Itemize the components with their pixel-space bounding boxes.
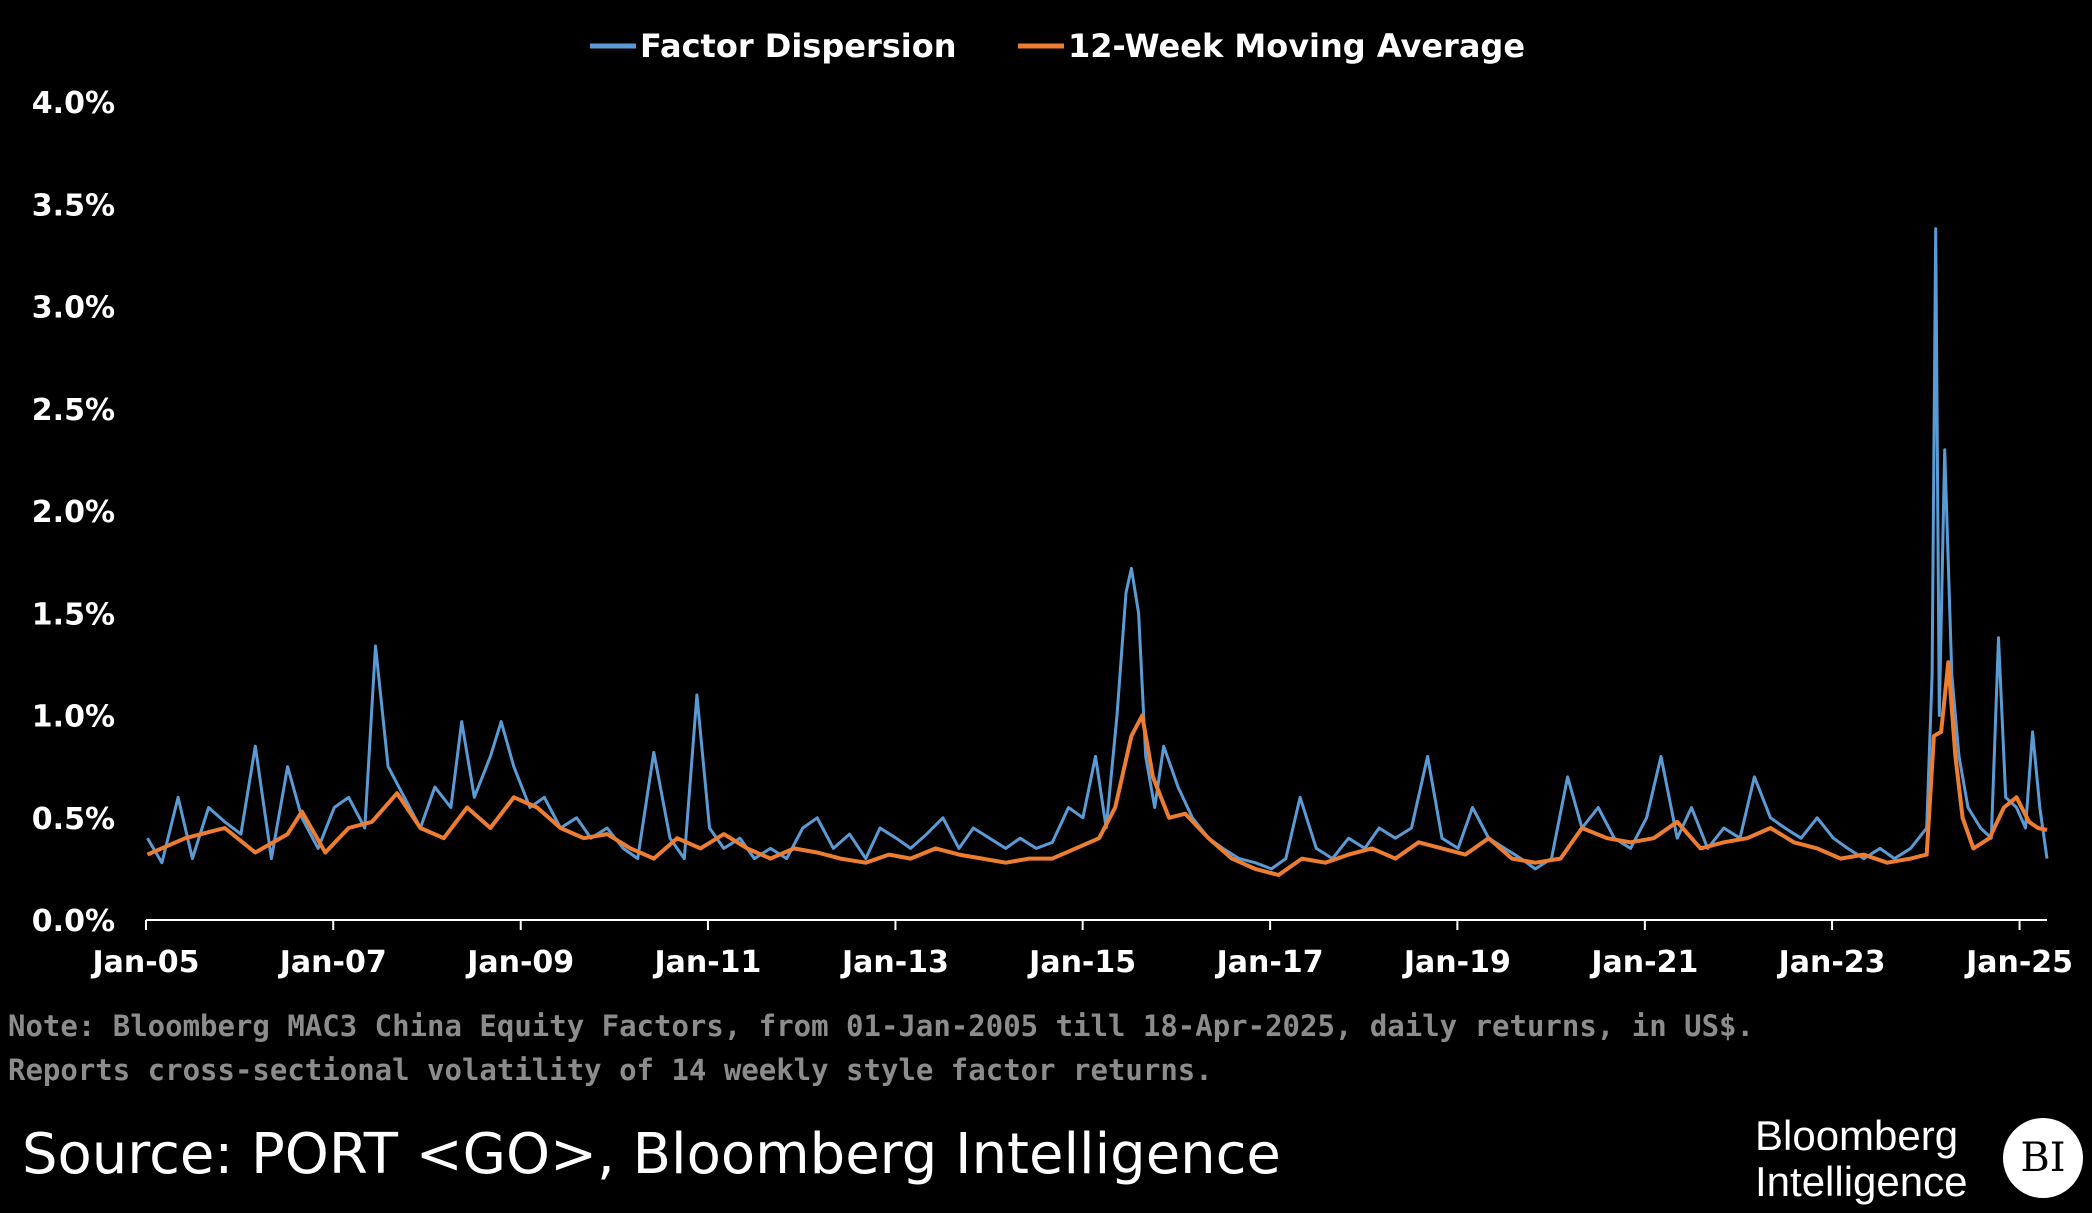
x-axis: Jan-05 Jan-07 Jan-09 Jan-11 Jan-13 Jan-15 Jan-… bbox=[91, 919, 2073, 980]
y-tick-label: 4.0% bbox=[32, 86, 115, 121]
bloomberg-intelligence-logo: Bloomberg Intelligence bbox=[1755, 1113, 1985, 1205]
x-tick-label: Jan-19 bbox=[1402, 945, 1511, 980]
y-tick-label: 2.5% bbox=[32, 393, 115, 428]
logo-line-2: Intelligence bbox=[1755, 1158, 1968, 1205]
x-tick-label: Jan-17 bbox=[1215, 945, 1324, 980]
x-tick-label: Jan-15 bbox=[1027, 945, 1136, 980]
chart-note: Note: Bloomberg MAC3 China Equity Factor… bbox=[8, 1004, 2078, 1092]
y-tick-label: 0.0% bbox=[32, 904, 115, 939]
note-line-1: Note: Bloomberg MAC3 China Equity Factor… bbox=[8, 1009, 1754, 1043]
y-axis: 0.0% 0.5% 1.0% 1.5% 2.0% 2.5% 3.0% 3.5% 4.0% bbox=[32, 86, 115, 939]
legend: Factor Dispersion 12-Week Moving Average bbox=[590, 27, 1525, 65]
x-tick-label: Jan-25 bbox=[1964, 945, 2073, 980]
x-tick-label: Jan-13 bbox=[840, 945, 949, 980]
x-tick-label: Jan-05 bbox=[91, 945, 200, 980]
series-line-factor-dispersion bbox=[146, 227, 2049, 871]
series-layer bbox=[146, 227, 2049, 877]
legend-label-moving-average: 12-Week Moving Average bbox=[1068, 27, 1525, 65]
y-tick-label: 2.0% bbox=[32, 495, 115, 530]
y-tick-label: 3.5% bbox=[32, 188, 115, 223]
x-tick-label: Jan-07 bbox=[278, 945, 387, 980]
note-line-2: Reports cross-sectional volatility of 14… bbox=[8, 1053, 1213, 1087]
series-line-moving-average bbox=[146, 660, 2048, 877]
legend-label-factor-dispersion: Factor Dispersion bbox=[640, 27, 957, 65]
x-tick-label: Jan-11 bbox=[652, 945, 761, 980]
y-tick-label: 1.5% bbox=[32, 597, 115, 632]
y-tick-label: 3.0% bbox=[32, 291, 115, 326]
x-tick-label: Jan-21 bbox=[1589, 945, 1698, 980]
source-text: Source: PORT <GO>, Bloomberg Intelligenc… bbox=[22, 1122, 1281, 1187]
logo-line-1: Bloomberg bbox=[1755, 1112, 1959, 1159]
y-tick-label: 0.5% bbox=[32, 802, 115, 837]
x-tick-label: Jan-23 bbox=[1777, 945, 1886, 980]
bi-badge-icon: BI bbox=[2003, 1118, 2083, 1198]
chart: Factor Dispersion 12-Week Moving Average… bbox=[32, 27, 2073, 980]
x-tick-label: Jan-09 bbox=[465, 945, 574, 980]
y-tick-label: 1.0% bbox=[32, 700, 115, 735]
